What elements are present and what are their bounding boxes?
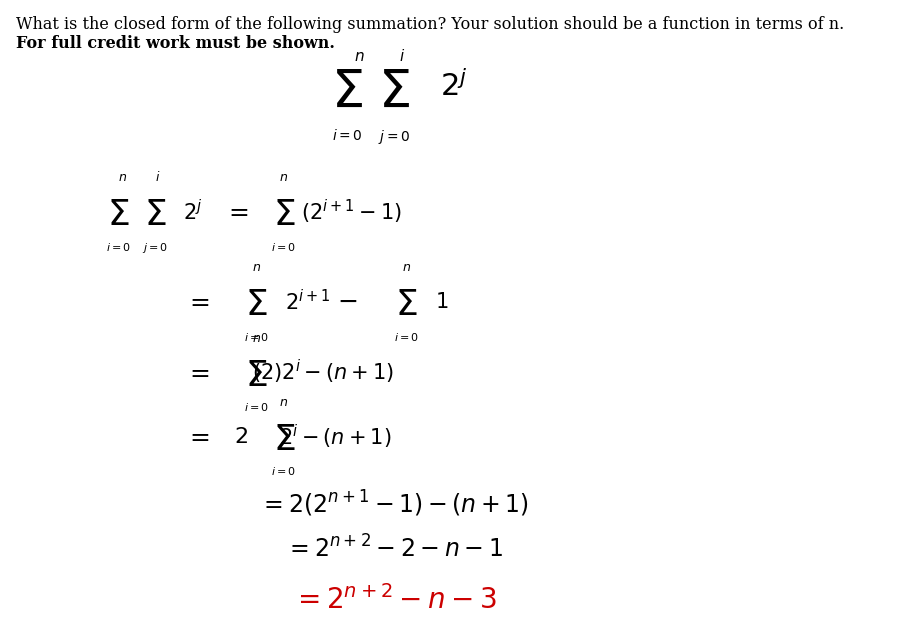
Text: $(2)2^i - (n+1)$: $(2)2^i - (n+1)$	[253, 358, 394, 386]
Text: $j{=}0$: $j{=}0$	[142, 241, 168, 255]
Text: $= 2(2^{n+1} - 1) - (n + 1)$: $= 2(2^{n+1} - 1) - (n + 1)$	[259, 489, 529, 519]
Text: $= 2^{n+2} - n - 3$: $= 2^{n+2} - n - 3$	[292, 586, 496, 615]
Text: $i$: $i$	[155, 170, 161, 184]
Text: $\Sigma$: $\Sigma$	[245, 359, 267, 392]
Text: $-$: $-$	[337, 290, 357, 313]
Text: $2^i - (n+1)$: $2^i - (n+1)$	[279, 422, 391, 451]
Text: $j{=}0$: $j{=}0$	[379, 128, 411, 146]
Text: $\Sigma$: $\Sigma$	[395, 288, 417, 322]
Text: $2^{i+1}$: $2^{i+1}$	[285, 289, 330, 315]
Text: $\Sigma$: $\Sigma$	[245, 288, 267, 322]
Text: $=$: $=$	[185, 361, 210, 384]
Text: $1$: $1$	[435, 291, 448, 312]
Text: $\Sigma$: $\Sigma$	[107, 198, 130, 232]
Text: $i{=}0$: $i{=}0$	[106, 241, 130, 253]
Text: $n$: $n$	[279, 171, 289, 184]
Text: $i{=}0$: $i{=}0$	[393, 331, 419, 343]
Text: $=$: $=$	[185, 290, 210, 313]
Text: What is the closed form of the following summation? Your solution should be a fu: What is the closed form of the following…	[16, 16, 844, 33]
Text: $n$: $n$	[402, 261, 411, 274]
Text: $n$: $n$	[279, 396, 289, 409]
Text: $2$: $2$	[233, 426, 247, 447]
Text: For full credit work must be shown.: For full credit work must be shown.	[16, 35, 335, 52]
Text: $\Sigma$: $\Sigma$	[273, 198, 295, 232]
Text: $i{=}0$: $i{=}0$	[244, 331, 269, 343]
Text: $=$: $=$	[224, 200, 249, 223]
Text: $\Sigma$: $\Sigma$	[273, 423, 295, 456]
Text: $i{=}0$: $i{=}0$	[271, 241, 297, 253]
Text: $\Sigma$: $\Sigma$	[331, 67, 363, 119]
Text: $\Sigma$: $\Sigma$	[379, 67, 410, 119]
Text: $n$: $n$	[354, 50, 364, 64]
Text: $n$: $n$	[252, 261, 261, 274]
Text: $n$: $n$	[252, 332, 261, 345]
Text: $n$: $n$	[118, 171, 127, 184]
Text: $i{=}0$: $i{=}0$	[244, 401, 269, 413]
Text: $2^j$: $2^j$	[184, 199, 203, 225]
Text: $= 2^{n+2} - 2 - n - 1$: $= 2^{n+2} - 2 - n - 1$	[285, 535, 504, 562]
Text: $(2^{i+1} - 1)$: $(2^{i+1} - 1)$	[301, 198, 402, 226]
Text: $=$: $=$	[185, 425, 210, 448]
Text: $i{=}0$: $i{=}0$	[271, 465, 297, 478]
Text: $2^j$: $2^j$	[439, 71, 468, 103]
Text: $i$: $i$	[399, 48, 405, 64]
Text: $i{=}0$: $i{=}0$	[332, 128, 362, 143]
Text: $\Sigma$: $\Sigma$	[144, 198, 166, 232]
